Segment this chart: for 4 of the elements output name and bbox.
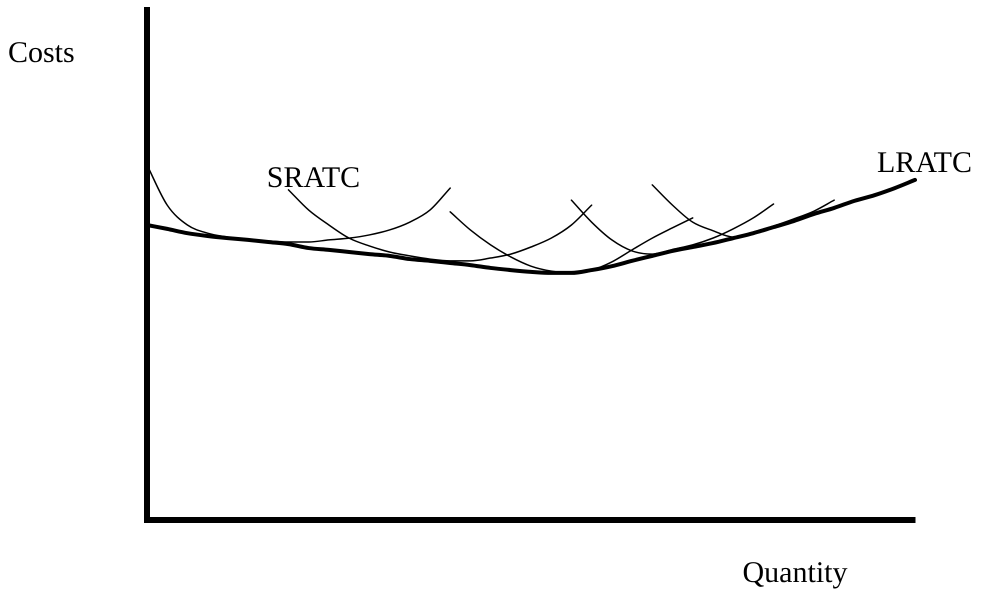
x-axis-title: Quantity <box>742 556 848 589</box>
y-axis-title: Costs <box>8 36 75 69</box>
series-label: SRATC <box>266 160 360 194</box>
series-label: LRATC <box>876 146 972 179</box>
